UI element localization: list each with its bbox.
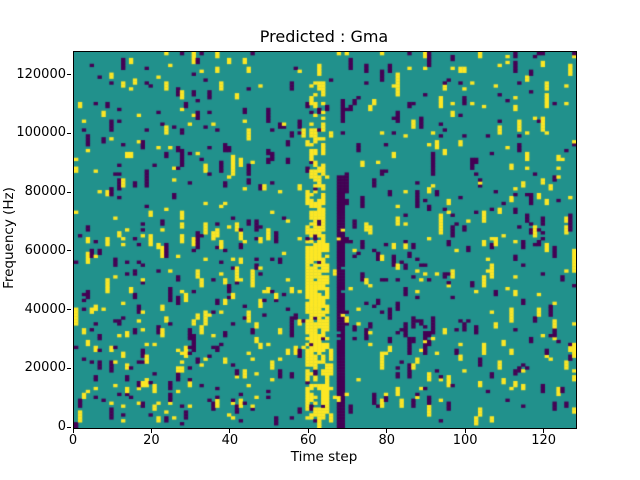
x-tick-label: 40 [221,433,239,448]
heatmap-canvas [74,52,576,428]
y-tick-mark [67,74,71,75]
chart-title: Predicted : Gma [259,27,389,46]
x-tick-mark [307,429,309,433]
x-tick-mark [150,429,152,433]
y-tick-label: 80000 [24,184,66,199]
y-tick-label: 20000 [24,360,66,376]
x-tick-label: 80 [378,433,396,448]
y-tick-mark [67,250,71,252]
x-tick-label: 120 [531,433,557,448]
x-tick-mark [72,429,74,433]
x-tick-label: 60 [300,433,317,448]
x-tick-label: 100 [452,433,478,448]
plot-area [73,51,577,429]
y-tick-mark [67,132,71,134]
y-tick-label: 100000 [16,125,66,141]
y-tick-mark [67,309,71,310]
y-tick-label: 60000 [24,242,66,258]
x-tick-label: 0 [68,433,78,448]
y-tick-label: 0 [57,419,66,434]
y-tick-mark [67,191,71,193]
y-tick-label: 120000 [16,66,66,82]
x-tick-label: 20 [143,433,160,448]
y-tick-label: 40000 [24,301,66,317]
y-tick-mark [67,367,71,369]
x-tick-mark [386,429,388,433]
x-tick-mark [229,429,231,433]
x-tick-mark [464,429,466,433]
x-tick-mark [543,429,545,433]
y-tick-mark [67,426,71,428]
x-axis-label: Time step [290,449,358,465]
